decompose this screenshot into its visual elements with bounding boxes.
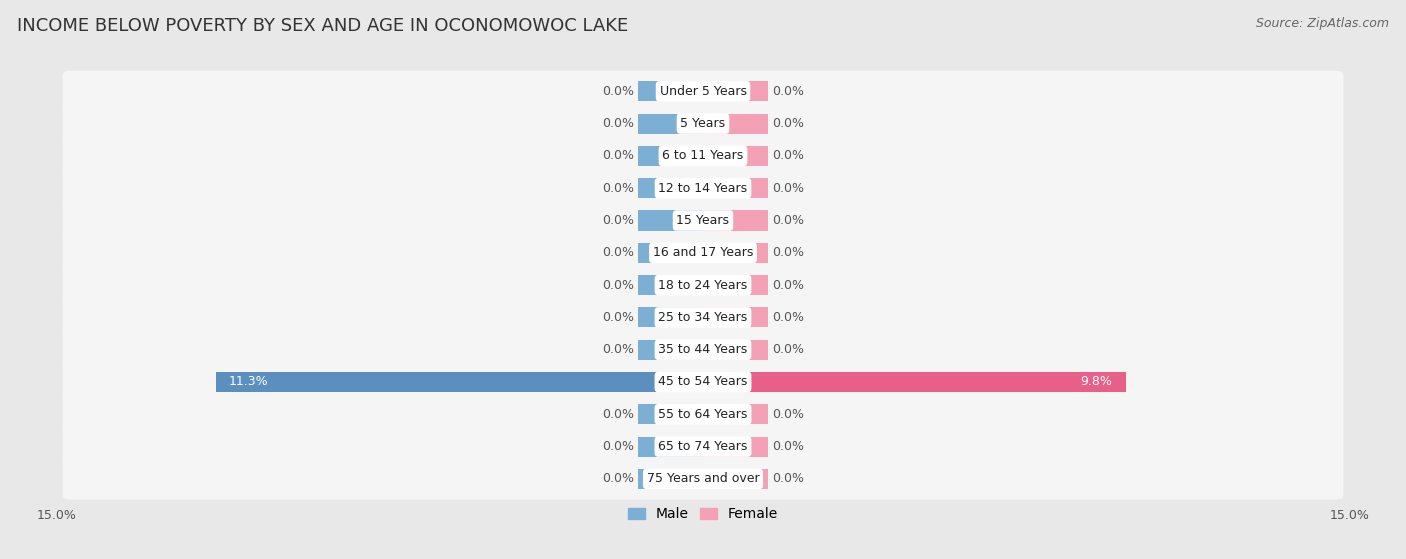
Bar: [703, 404, 768, 424]
Text: 5 Years: 5 Years: [681, 117, 725, 130]
FancyBboxPatch shape: [63, 264, 1343, 306]
Text: 16 and 17 Years: 16 and 17 Years: [652, 247, 754, 259]
Bar: [703, 275, 768, 295]
FancyBboxPatch shape: [63, 458, 1343, 500]
Text: 0.0%: 0.0%: [602, 343, 634, 356]
Text: 0.0%: 0.0%: [772, 214, 804, 227]
Bar: [638, 307, 703, 328]
Text: 0.0%: 0.0%: [772, 85, 804, 98]
Text: 0.0%: 0.0%: [772, 472, 804, 485]
Text: 0.0%: 0.0%: [602, 278, 634, 292]
Bar: [638, 404, 703, 424]
Text: 0.0%: 0.0%: [772, 182, 804, 195]
Bar: [638, 113, 703, 134]
Bar: [703, 469, 768, 489]
Bar: [703, 243, 768, 263]
Bar: [215, 372, 703, 392]
Text: 0.0%: 0.0%: [602, 247, 634, 259]
Text: 0.0%: 0.0%: [602, 149, 634, 163]
FancyBboxPatch shape: [63, 103, 1343, 144]
Text: 0.0%: 0.0%: [602, 182, 634, 195]
Text: 0.0%: 0.0%: [772, 408, 804, 421]
FancyBboxPatch shape: [63, 394, 1343, 435]
Bar: [638, 437, 703, 457]
Text: INCOME BELOW POVERTY BY SEX AND AGE IN OCONOMOWOC LAKE: INCOME BELOW POVERTY BY SEX AND AGE IN O…: [17, 17, 628, 35]
Bar: [638, 178, 703, 198]
Bar: [703, 372, 1126, 392]
Bar: [638, 469, 703, 489]
Bar: [703, 146, 768, 166]
Text: 0.0%: 0.0%: [772, 247, 804, 259]
Text: 0.0%: 0.0%: [772, 117, 804, 130]
Text: 55 to 64 Years: 55 to 64 Years: [658, 408, 748, 421]
Text: 9.8%: 9.8%: [1081, 376, 1112, 389]
Bar: [703, 178, 768, 198]
Text: 0.0%: 0.0%: [602, 214, 634, 227]
Text: 0.0%: 0.0%: [772, 311, 804, 324]
Text: 0.0%: 0.0%: [602, 85, 634, 98]
FancyBboxPatch shape: [63, 361, 1343, 402]
Bar: [703, 113, 768, 134]
Text: 0.0%: 0.0%: [772, 149, 804, 163]
Bar: [638, 146, 703, 166]
Legend: Male, Female: Male, Female: [623, 501, 783, 527]
Text: 0.0%: 0.0%: [772, 343, 804, 356]
Text: 0.0%: 0.0%: [602, 117, 634, 130]
Bar: [703, 340, 768, 359]
Bar: [638, 211, 703, 230]
FancyBboxPatch shape: [63, 135, 1343, 177]
FancyBboxPatch shape: [63, 168, 1343, 209]
Text: 0.0%: 0.0%: [602, 472, 634, 485]
Bar: [703, 81, 768, 101]
Text: 11.3%: 11.3%: [229, 376, 269, 389]
Text: 0.0%: 0.0%: [602, 311, 634, 324]
Bar: [703, 307, 768, 328]
FancyBboxPatch shape: [63, 297, 1343, 338]
FancyBboxPatch shape: [63, 200, 1343, 241]
FancyBboxPatch shape: [63, 70, 1343, 112]
Text: 6 to 11 Years: 6 to 11 Years: [662, 149, 744, 163]
Bar: [638, 243, 703, 263]
Bar: [638, 275, 703, 295]
Text: Under 5 Years: Under 5 Years: [659, 85, 747, 98]
FancyBboxPatch shape: [63, 329, 1343, 371]
Bar: [703, 211, 768, 230]
Text: 45 to 54 Years: 45 to 54 Years: [658, 376, 748, 389]
Text: 35 to 44 Years: 35 to 44 Years: [658, 343, 748, 356]
Text: 0.0%: 0.0%: [602, 408, 634, 421]
Text: 12 to 14 Years: 12 to 14 Years: [658, 182, 748, 195]
Bar: [703, 437, 768, 457]
FancyBboxPatch shape: [63, 426, 1343, 467]
Bar: [638, 340, 703, 359]
Text: 0.0%: 0.0%: [772, 440, 804, 453]
Text: 25 to 34 Years: 25 to 34 Years: [658, 311, 748, 324]
Text: 0.0%: 0.0%: [772, 278, 804, 292]
Bar: [638, 81, 703, 101]
Text: 15 Years: 15 Years: [676, 214, 730, 227]
Text: 18 to 24 Years: 18 to 24 Years: [658, 278, 748, 292]
Text: Source: ZipAtlas.com: Source: ZipAtlas.com: [1256, 17, 1389, 30]
Text: 65 to 74 Years: 65 to 74 Years: [658, 440, 748, 453]
Text: 0.0%: 0.0%: [602, 440, 634, 453]
FancyBboxPatch shape: [63, 232, 1343, 273]
Text: 75 Years and over: 75 Years and over: [647, 472, 759, 485]
